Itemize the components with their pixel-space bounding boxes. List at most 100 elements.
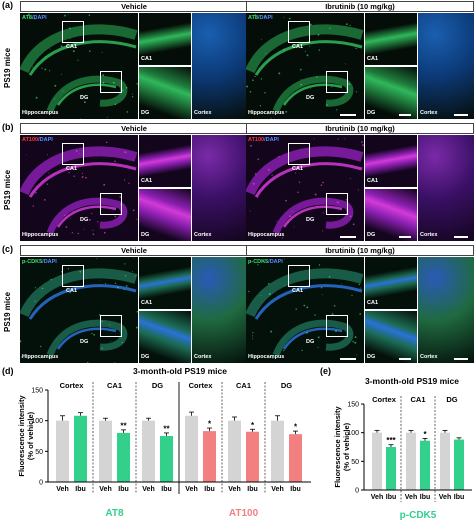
x-tick-label: Veh (99, 486, 111, 493)
dg-box-label: DG (306, 217, 315, 223)
stain-part: /DAPI (42, 259, 57, 265)
hippocampus-layers (20, 13, 138, 119)
bar (289, 434, 302, 482)
scale-bar (454, 236, 468, 238)
bar (56, 420, 69, 482)
y-axis-label: Fluorescence intensity(% of vehicle) (333, 406, 351, 488)
bar (420, 440, 430, 490)
ibrutinib-hippocampus-image: AT8/DAPI CA1 DG Hippocampus (246, 13, 364, 119)
group-label: CA1 (410, 395, 425, 404)
stain-part: /DAPI (264, 137, 279, 143)
dg-box-label: DG (306, 95, 315, 101)
y-tick-label: 150 (347, 402, 359, 409)
ca1-box-label: CA1 (292, 44, 304, 50)
y-axis-label-line: Fluorescence intensity (17, 395, 26, 477)
ca1-zoom-image: CA1 (365, 257, 417, 309)
hippocampus-label: Hippocampus (248, 110, 285, 116)
hippocampus-layers (246, 14, 364, 119)
x-tick-label: Ibu (161, 486, 172, 493)
scale-bar (454, 114, 468, 116)
hippocampus-layers (20, 257, 138, 363)
ca1-zoom-image: CA1 (139, 257, 191, 309)
chart-e-title: 3-month-old PS19 mice (365, 376, 459, 386)
bar (74, 415, 87, 482)
ca1-box (288, 265, 310, 287)
x-tick-label: Ibu (454, 494, 465, 501)
hippocampus-layers (246, 138, 364, 239)
side-label: PS19 mice (3, 47, 12, 89)
vehicle-hippocampus-image: AT100/DAPI CA1 DG Hippocampus (20, 135, 138, 241)
bar (117, 432, 130, 482)
y-tick-label: 0 (39, 480, 43, 487)
stain-part: /DAPI (268, 259, 283, 265)
vehicle-hippocampus-image: p-CDK5/DAPI CA1 DG Hippocampus (20, 257, 138, 363)
scale-bar (340, 236, 356, 238)
y-tick-label: 50 (351, 459, 359, 466)
dg-box (100, 71, 122, 93)
cortex-label: Cortex (194, 354, 212, 360)
stain-label: p-CDK5/DAPI (248, 259, 283, 265)
ca1-box-label: CA1 (292, 288, 304, 294)
panel-letter: (c) (2, 244, 13, 254)
hippocampus-label: Hippocampus (22, 232, 59, 238)
side-label: PS19 mice (3, 169, 12, 211)
group-label: CA1 (236, 381, 251, 390)
ca1-zoom-label: CA1 (141, 300, 153, 306)
dg-zoom-label: DG (367, 354, 376, 360)
stain-part: AT8 (248, 15, 258, 21)
ibrutinib-header: Ibrutinib (10 mg/kg) (246, 1, 474, 12)
vehicle-header: Vehicle (20, 245, 248, 256)
scale-bar (399, 358, 411, 360)
ca1-zoom-image: CA1 (139, 13, 191, 65)
scale-bar (399, 114, 411, 116)
y-tick-label: 100 (347, 430, 359, 437)
scale-bar (340, 358, 356, 360)
hippocampus-layers (246, 258, 364, 359)
ca1-box (62, 21, 84, 43)
panel-d-letter: (d) (2, 366, 14, 376)
significance-mark: ** (120, 421, 127, 430)
ca1-box-label: CA1 (66, 288, 78, 294)
y-axis-label: Fluorescence intensity(% of vehicle) (17, 395, 35, 477)
x-tick-label: Ibu (75, 486, 86, 493)
stain-label: AT8/DAPI (22, 15, 47, 21)
bar (160, 436, 173, 482)
panel-letter: (a) (2, 0, 13, 10)
ibrutinib-hippocampus-image: AT100/DAPI CA1 DG Hippocampus (246, 135, 364, 241)
ca1-zoom-image: CA1 (365, 135, 417, 187)
ca1-zoom-label: CA1 (141, 56, 153, 62)
x-tick-label: Veh (142, 486, 154, 493)
bar (185, 415, 198, 482)
dg-zoom-image: DG (365, 67, 417, 119)
cortex-image: Cortex (192, 257, 247, 363)
stain-part: AT100 (22, 137, 39, 143)
bar (406, 432, 416, 490)
stain-label: AT8/DAPI (248, 15, 273, 21)
dg-box (326, 193, 348, 215)
chart-d: Fluorescence intensity(% of vehicle) 0 50 1… (17, 381, 311, 519)
cortex-label: Cortex (420, 110, 438, 116)
group-label: Cortex (189, 381, 214, 390)
ca1-zoom-image: CA1 (139, 135, 191, 187)
x-tick-label: Ibu (420, 494, 431, 501)
group-label: DG (152, 381, 163, 390)
dg-zoom-label: DG (367, 232, 376, 238)
ca1-box (288, 143, 310, 165)
dg-box-label: DG (80, 95, 89, 101)
ibrutinib-header: Ibrutinib (10 mg/kg) (246, 245, 474, 256)
hippocampus-label: Hippocampus (22, 354, 59, 360)
vehicle-header: Vehicle (20, 1, 248, 12)
y-tick-label: 100 (31, 418, 43, 425)
ca1-box-label: CA1 (66, 166, 78, 172)
ca1-zoom-label: CA1 (367, 56, 379, 62)
x-tick-label: Veh (185, 486, 197, 493)
panel-letter: (b) (2, 122, 14, 132)
dg-zoom-label: DG (367, 110, 376, 116)
vehicle-header: Vehicle (20, 123, 248, 134)
chart-d-title: 3-month-old PS19 mice (133, 366, 227, 376)
bar (142, 420, 155, 482)
ca1-box (62, 143, 84, 165)
dg-zoom-image: DG (139, 189, 191, 241)
ibrutinib-header: Ibrutinib (10 mg/kg) (246, 123, 474, 134)
dg-zoom-image: DG (139, 67, 191, 119)
